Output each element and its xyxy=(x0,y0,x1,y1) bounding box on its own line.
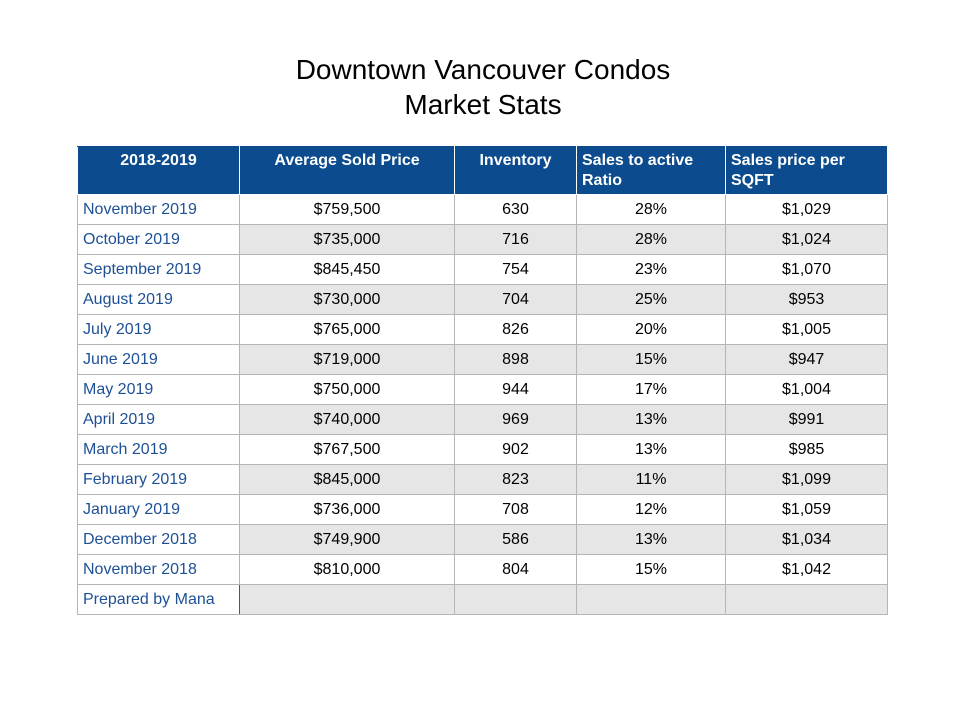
table-row: April 2019 $740,000 969 13% $991 xyxy=(77,404,888,435)
empty-cell xyxy=(576,584,726,615)
cell-average-sold-price: $845,000 xyxy=(239,464,455,495)
cell-price-per-sqft: $947 xyxy=(725,344,888,375)
cell-average-sold-price: $810,000 xyxy=(239,554,455,585)
table-row: June 2019 $719,000 898 15% $947 xyxy=(77,344,888,375)
cell-average-sold-price: $719,000 xyxy=(239,344,455,375)
cell-average-sold-price: $749,900 xyxy=(239,524,455,555)
cell-price-per-sqft: $1,099 xyxy=(725,464,888,495)
cell-inventory: 969 xyxy=(454,404,577,435)
cell-average-sold-price: $845,450 xyxy=(239,254,455,285)
page-title: Downtown Vancouver Condos Market Stats xyxy=(0,52,966,122)
table-footer-row: Prepared by Mana xyxy=(77,584,888,615)
cell-sales-ratio: 25% xyxy=(576,284,726,315)
cell-inventory: 630 xyxy=(454,194,577,225)
cell-inventory: 944 xyxy=(454,374,577,405)
cell-price-per-sqft: $1,070 xyxy=(725,254,888,285)
table-header-row: 2018-2019 Average Sold Price Inventory S… xyxy=(77,146,888,195)
cell-average-sold-price: $765,000 xyxy=(239,314,455,345)
cell-sales-ratio: 15% xyxy=(576,344,726,375)
cell-price-per-sqft: $1,034 xyxy=(725,524,888,555)
cell-average-sold-price: $735,000 xyxy=(239,224,455,255)
cell-average-sold-price: $730,000 xyxy=(239,284,455,315)
cell-price-per-sqft: $991 xyxy=(725,404,888,435)
cell-inventory: 586 xyxy=(454,524,577,555)
cell-price-per-sqft: $1,029 xyxy=(725,194,888,225)
cell-month: May 2019 xyxy=(77,374,240,405)
cell-price-per-sqft: $985 xyxy=(725,434,888,465)
cell-average-sold-price: $750,000 xyxy=(239,374,455,405)
cell-sales-ratio: 13% xyxy=(576,434,726,465)
cell-price-per-sqft: $1,042 xyxy=(725,554,888,585)
header-inventory: Inventory xyxy=(454,146,577,195)
table-row: February 2019 $845,000 823 11% $1,099 xyxy=(77,464,888,495)
cell-inventory: 823 xyxy=(454,464,577,495)
market-stats-table: 2018-2019 Average Sold Price Inventory S… xyxy=(77,146,888,615)
cell-inventory: 716 xyxy=(454,224,577,255)
cell-average-sold-price: $736,000 xyxy=(239,494,455,525)
table-row: August 2019 $730,000 704 25% $953 xyxy=(77,284,888,315)
cell-average-sold-price: $767,500 xyxy=(239,434,455,465)
cell-average-sold-price: $740,000 xyxy=(239,404,455,435)
cell-inventory: 704 xyxy=(454,284,577,315)
header-sales-price-per-sqft: Sales price per SQFT xyxy=(725,146,888,195)
cell-month: September 2019 xyxy=(77,254,240,285)
cell-month: November 2018 xyxy=(77,554,240,585)
cell-sales-ratio: 13% xyxy=(576,524,726,555)
cell-month: August 2019 xyxy=(77,284,240,315)
table-row: January 2019 $736,000 708 12% $1,059 xyxy=(77,494,888,525)
cell-sales-ratio: 28% xyxy=(576,224,726,255)
cell-month: July 2019 xyxy=(77,314,240,345)
cell-inventory: 804 xyxy=(454,554,577,585)
cell-month: April 2019 xyxy=(77,404,240,435)
prepared-by-cell: Prepared by Mana xyxy=(77,584,240,615)
empty-cell xyxy=(239,584,455,615)
table-row: May 2019 $750,000 944 17% $1,004 xyxy=(77,374,888,405)
table-row: November 2018 $810,000 804 15% $1,042 xyxy=(77,554,888,585)
cell-price-per-sqft: $1,005 xyxy=(725,314,888,345)
table-row: October 2019 $735,000 716 28% $1,024 xyxy=(77,224,888,255)
cell-price-per-sqft: $1,004 xyxy=(725,374,888,405)
cell-sales-ratio: 23% xyxy=(576,254,726,285)
cell-sales-ratio: 17% xyxy=(576,374,726,405)
cell-month: December 2018 xyxy=(77,524,240,555)
table-row: July 2019 $765,000 826 20% $1,005 xyxy=(77,314,888,345)
header-period: 2018-2019 xyxy=(77,146,240,195)
table-row: September 2019 $845,450 754 23% $1,070 xyxy=(77,254,888,285)
cell-sales-ratio: 12% xyxy=(576,494,726,525)
header-sales-to-active-ratio: Sales to active Ratio xyxy=(576,146,726,195)
cell-price-per-sqft: $953 xyxy=(725,284,888,315)
cell-average-sold-price: $759,500 xyxy=(239,194,455,225)
cell-inventory: 754 xyxy=(454,254,577,285)
cell-sales-ratio: 13% xyxy=(576,404,726,435)
cell-sales-ratio: 11% xyxy=(576,464,726,495)
title-line-1: Downtown Vancouver Condos xyxy=(295,54,671,85)
table-row: March 2019 $767,500 902 13% $985 xyxy=(77,434,888,465)
header-average-sold-price: Average Sold Price xyxy=(239,146,455,195)
cell-month: January 2019 xyxy=(77,494,240,525)
cell-sales-ratio: 15% xyxy=(576,554,726,585)
cell-month: November 2019 xyxy=(77,194,240,225)
cell-month: June 2019 xyxy=(77,344,240,375)
cell-inventory: 902 xyxy=(454,434,577,465)
cell-inventory: 898 xyxy=(454,344,577,375)
cell-month: March 2019 xyxy=(77,434,240,465)
table-row: November 2019 $759,500 630 28% $1,029 xyxy=(77,194,888,225)
cell-month: February 2019 xyxy=(77,464,240,495)
cell-price-per-sqft: $1,024 xyxy=(725,224,888,255)
cell-price-per-sqft: $1,059 xyxy=(725,494,888,525)
cell-sales-ratio: 20% xyxy=(576,314,726,345)
cell-sales-ratio: 28% xyxy=(576,194,726,225)
table-row: December 2018 $749,900 586 13% $1,034 xyxy=(77,524,888,555)
title-line-2: Market Stats xyxy=(404,89,562,120)
empty-cell xyxy=(725,584,888,615)
empty-cell xyxy=(454,584,577,615)
cell-inventory: 708 xyxy=(454,494,577,525)
cell-month: October 2019 xyxy=(77,224,240,255)
cell-inventory: 826 xyxy=(454,314,577,345)
